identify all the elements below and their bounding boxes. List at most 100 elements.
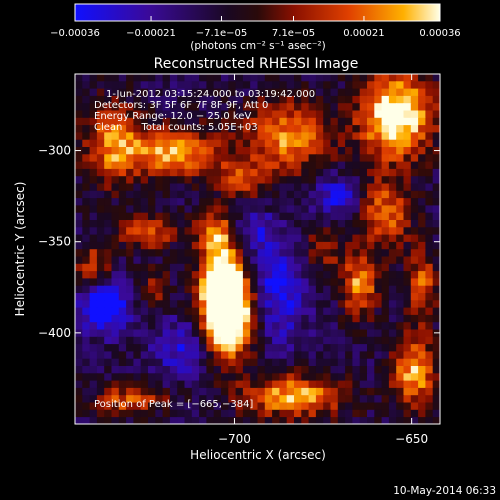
- heatmap-cell: [381, 117, 390, 126]
- heatmap-cell: [82, 322, 91, 331]
- heatmap-cell: [272, 373, 280, 382]
- heatmap-cell: [418, 81, 426, 90]
- heatmap-cell: [206, 234, 215, 243]
- heatmap-cell: [257, 241, 266, 250]
- heatmap-cell: [388, 278, 397, 287]
- heatmap-cell: [257, 74, 266, 82]
- heatmap-cell: [279, 103, 288, 112]
- heatmap-cell: [89, 314, 98, 323]
- heatmap-cell: [396, 263, 405, 272]
- colorbar-ticks: [74, 16, 441, 21]
- heatmap-cell: [169, 234, 178, 243]
- heatmap-cell: [345, 103, 353, 112]
- heatmap-cell: [133, 132, 142, 141]
- heatmap-cell: [286, 110, 295, 119]
- heatmap-cell: [345, 380, 353, 389]
- heatmap-cell: [345, 351, 353, 360]
- heatmap-cell: [264, 366, 273, 374]
- heatmap-cell: [425, 373, 434, 382]
- heatmap-cell: [352, 139, 361, 148]
- heatmap-cell: [323, 132, 332, 141]
- heatmap-cell: [257, 380, 266, 389]
- heatmap-cell: [425, 190, 434, 199]
- heatmap-cell: [126, 322, 134, 331]
- heatmap-cell: [257, 190, 266, 199]
- heatmap-cell: [337, 271, 346, 279]
- heatmap-cell: [148, 263, 156, 272]
- heatmap-cell: [96, 366, 105, 374]
- heatmap-cell: [228, 387, 237, 396]
- heatmap-cell: [133, 402, 142, 411]
- heatmap-cell: [381, 263, 390, 272]
- heatmap-cell: [294, 110, 302, 119]
- heatmap-cell: [330, 161, 339, 170]
- heatmap-cell: [403, 168, 412, 177]
- heatmap-cell: [184, 387, 193, 396]
- heatmap-cell: [359, 74, 368, 82]
- heatmap-cell: [272, 380, 280, 389]
- heatmap-cell: [432, 256, 440, 265]
- heatmap-cell: [96, 161, 105, 170]
- heatmap-cell: [162, 395, 171, 404]
- colorbar-unit-label: (photons cm⁻² s⁻¹ asec⁻²): [190, 40, 325, 52]
- heatmap-cell: [250, 351, 259, 360]
- heatmap-cell: [228, 271, 237, 279]
- heatmap-cell: [279, 198, 288, 206]
- heatmap-cell: [403, 249, 412, 258]
- heatmap-cell: [279, 88, 288, 97]
- heatmap-cell: [104, 139, 113, 148]
- heatmap-cell: [323, 227, 332, 236]
- heatmap-cell: [89, 168, 98, 177]
- heatmap-cell: [221, 300, 229, 309]
- heatmap-cell: [184, 183, 193, 192]
- heatmap-cell: [213, 249, 222, 258]
- heatmap-cell: [221, 285, 229, 294]
- heatmap-cell: [330, 271, 339, 279]
- heatmap-cell: [235, 198, 244, 206]
- heatmap-cell: [206, 329, 215, 338]
- heatmap-cell: [286, 278, 295, 287]
- heatmap-cell: [272, 74, 280, 82]
- heatmap-cell: [162, 205, 171, 214]
- heatmap-cell: [308, 271, 317, 279]
- heatmap-cell: [169, 344, 178, 352]
- heatmap-cell: [162, 147, 171, 155]
- heatmap-cell: [111, 147, 120, 155]
- heatmap-cell: [228, 205, 237, 214]
- heatmap-cell: [352, 387, 361, 396]
- heatmap-cell: [337, 307, 346, 316]
- heatmap-cell: [396, 293, 405, 301]
- heatmap-cell: [279, 249, 288, 258]
- heatmap-cell: [235, 344, 244, 352]
- heatmap-cell: [133, 161, 142, 170]
- heatmap-cell: [184, 380, 193, 389]
- heatmap-cell: [264, 380, 273, 389]
- heatmap-cell: [418, 409, 426, 418]
- heatmap-cell: [315, 227, 324, 236]
- heatmap-cell: [301, 395, 310, 404]
- heatmap-cell: [184, 344, 193, 352]
- colorbar-tick-label: 0.00021: [343, 28, 384, 39]
- heatmap-cell: [337, 74, 346, 82]
- heatmap-cell: [96, 329, 105, 338]
- heatmap-cell: [235, 300, 244, 309]
- heatmap-cell: [111, 220, 120, 228]
- heatmap-cell: [301, 351, 310, 360]
- heatmap-cell: [345, 125, 353, 133]
- heatmap-cell: [169, 110, 178, 119]
- heatmap-cell: [148, 366, 156, 374]
- heatmap-cell: [432, 366, 440, 374]
- heatmap-cell: [75, 373, 83, 382]
- heatmap-cell: [82, 387, 91, 396]
- heatmap-cell: [352, 336, 361, 345]
- heatmap-cell: [315, 81, 324, 90]
- heatmap-cell: [374, 402, 383, 411]
- heatmap-cell: [148, 344, 156, 352]
- heatmap-cell: [257, 409, 266, 418]
- heatmap-cell: [250, 263, 259, 272]
- heatmap-cell: [286, 271, 295, 279]
- heatmap-cell: [89, 300, 98, 309]
- heatmap-cell: [286, 139, 295, 148]
- heatmap-cell: [367, 95, 375, 104]
- heatmap-cell: [242, 263, 251, 272]
